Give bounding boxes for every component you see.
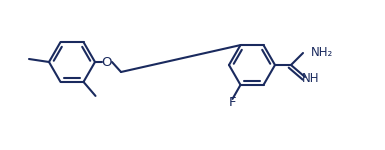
Text: NH₂: NH₂	[311, 46, 333, 60]
Text: NH: NH	[302, 72, 320, 86]
Text: F: F	[229, 96, 236, 109]
Text: O: O	[102, 56, 112, 69]
